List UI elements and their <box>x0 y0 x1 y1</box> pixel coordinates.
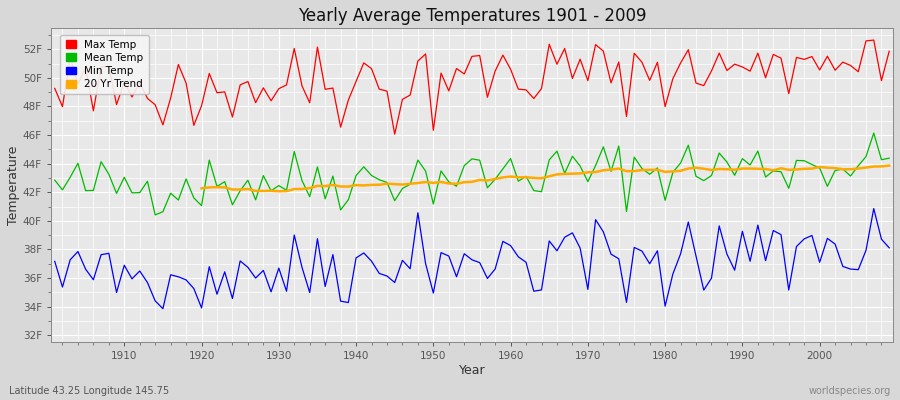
Title: Yearly Average Temperatures 1901 - 2009: Yearly Average Temperatures 1901 - 2009 <box>298 7 646 25</box>
Y-axis label: Temperature: Temperature <box>7 145 20 225</box>
Text: Latitude 43.25 Longitude 145.75: Latitude 43.25 Longitude 145.75 <box>9 386 169 396</box>
Legend: Max Temp, Mean Temp, Min Temp, 20 Yr Trend: Max Temp, Mean Temp, Min Temp, 20 Yr Tre… <box>60 35 148 94</box>
Text: worldspecies.org: worldspecies.org <box>809 386 891 396</box>
X-axis label: Year: Year <box>459 364 485 377</box>
